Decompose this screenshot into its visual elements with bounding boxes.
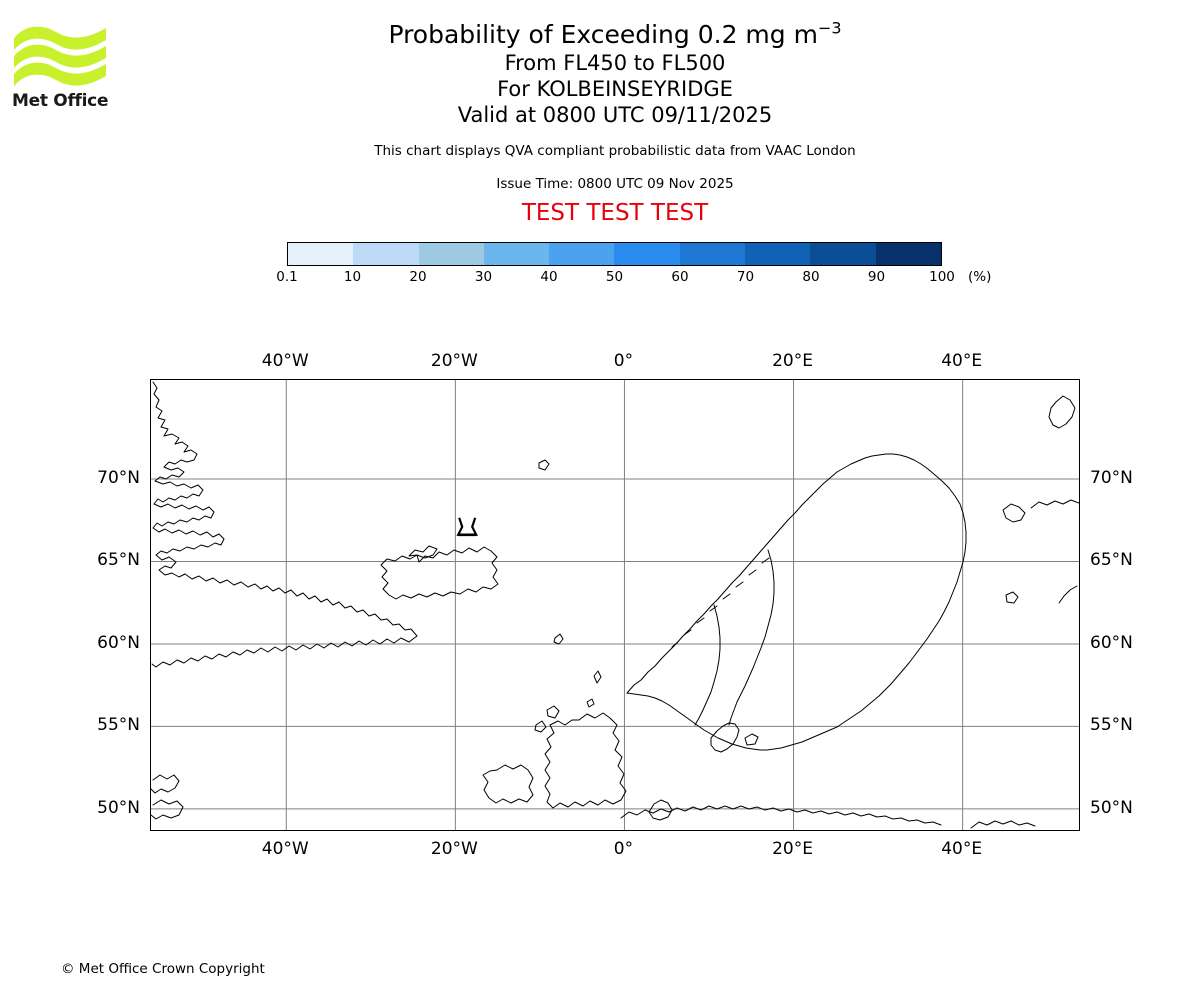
page-title: Probability of Exceeding 0.2 mg m−3 (150, 20, 1080, 50)
labrador-coast (151, 774, 180, 794)
colorbar-tick-80: 80 (802, 269, 820, 285)
norwegian-fjords (671, 557, 770, 648)
compliance-note: This chart displays QVA compliant probab… (374, 143, 856, 159)
lat-label-right-65°N: 65°N (1090, 550, 1133, 571)
colorbar-tick-60: 60 (671, 269, 689, 285)
ireland-coastline (482, 764, 534, 804)
colorbar-band-2 (418, 243, 484, 265)
continental-europe-north-coast (620, 805, 942, 826)
colorbar-tick-100: 100 (929, 269, 955, 285)
greenland-coastline (151, 381, 418, 668)
faroe-islands (553, 633, 564, 645)
colorbar-band-8 (810, 243, 876, 265)
colorbar-band-7 (745, 243, 811, 265)
chart-title-block: Probability of Exceeding 0.2 mg m−3 From… (150, 20, 1080, 227)
norway-sweden-border (694, 604, 721, 726)
valid-time-subtitle: Valid at 0800 UTC 09/11/2025 (457, 103, 773, 127)
copyright-notice: © Met Office Crown Copyright (61, 961, 265, 977)
colorbar-tick-40: 40 (540, 269, 558, 285)
lat-label-right-50°N: 50°N (1090, 797, 1133, 818)
jan-mayen-island (538, 459, 550, 471)
lat-label-right-70°N: 70°N (1090, 467, 1133, 488)
lon-label-top-0°: 0° (613, 351, 634, 371)
test-banner: TEST TEST TEST (521, 200, 709, 226)
inner-hebrides (534, 720, 547, 733)
colorbar-band-6 (679, 243, 746, 265)
zealand-island (744, 733, 759, 746)
lon-label-bottom-20°W: 20°W (430, 839, 478, 859)
white-sea-coast (1058, 585, 1078, 604)
volcano-marker-icon (456, 517, 478, 536)
title-text: Probability of Exceeding 0.2 mg m (388, 20, 818, 49)
map-graticule-and-coastlines (151, 380, 1079, 830)
map-gridlines (151, 380, 1079, 830)
great-britain-coastline (544, 712, 627, 809)
lon-label-top-20°W: 20°W (430, 351, 478, 371)
colorbar-tick-50: 50 (605, 269, 624, 285)
lon-label-bottom-40°W: 40°W (261, 839, 309, 859)
lon-label-bottom-0°: 0° (613, 839, 634, 859)
met-office-logo-mark (14, 26, 106, 86)
lon-label-top-40°W: 40°W (261, 351, 309, 371)
colorbar-tick-20: 20 (409, 269, 427, 285)
lat-label-left-55°N: 55°N (97, 715, 140, 736)
newfoundland-coast (151, 799, 184, 820)
probability-colorbar (287, 242, 942, 266)
title-exponent: −3 (817, 18, 842, 38)
colorbar-band-1 (353, 243, 419, 265)
colorbar-tick-30: 30 (474, 269, 493, 285)
arctic-russia-coast (1030, 499, 1079, 509)
lat-label-left-65°N: 65°N (97, 550, 140, 571)
met-office-logo-text: Met Office (12, 91, 109, 111)
colorbar-tick-90: 90 (867, 269, 886, 285)
met-office-logo: Met Office (12, 22, 112, 114)
flight-level-subtitle: From FL450 to FL500 (504, 51, 726, 75)
colorbar-bands (287, 242, 942, 266)
orkney-islands (586, 698, 595, 708)
lon-label-bottom-20°E: 20°E (772, 839, 813, 859)
colorbar-band-4 (549, 243, 615, 265)
shetland-islands (593, 670, 602, 684)
sweden-finland-border (728, 549, 775, 726)
map-frame (150, 379, 1080, 831)
lon-label-top-20°E: 20°E (772, 351, 813, 371)
kola-peninsula (1002, 503, 1026, 523)
iceland-coastline (380, 546, 499, 600)
colorbar-tick-70: 70 (736, 269, 755, 285)
lat-label-left-50°N: 50°N (97, 797, 140, 818)
outer-hebrides (546, 705, 560, 719)
lat-label-right-55°N: 55°N (1090, 715, 1133, 736)
lon-label-top-40°E: 40°E (941, 351, 983, 371)
novaya-zemlya (1048, 395, 1076, 429)
eastern-europe-coast (970, 820, 1036, 829)
lat-label-left-70°N: 70°N (97, 467, 140, 488)
colorbar-tick-10: 10 (343, 269, 362, 285)
colorbar-band-3 (483, 243, 550, 265)
issue-time: Issue Time: 0800 UTC 09 Nov 2025 (496, 176, 734, 192)
map-panel: 40°W 20°W 0° 20°E 40°E 40°W 20°W 0° 20°E 40°E 70… (97, 351, 1133, 859)
lat-label-left-60°N: 60°N (97, 632, 140, 653)
colorbar-tick-labels: 0.1 10 20 30 40 50 60 70 80 90 100 (276, 268, 955, 288)
colorbar-band-5 (614, 243, 680, 265)
lat-label-right-60°N: 60°N (1090, 632, 1133, 653)
map-coastlines (151, 381, 1079, 829)
colorbar-units-label: (%) (968, 269, 992, 285)
colorbar-tick-0.1: 0.1 (276, 269, 298, 285)
source-name-subtitle: For KOLBEINSEYRIDGE (497, 77, 733, 101)
norway-west-coast (626, 453, 950, 694)
iceland-westfjords (408, 545, 438, 559)
volcano-marker-layer (456, 517, 478, 537)
baltic-southern-coast (626, 692, 838, 751)
denmark-jutland (710, 722, 740, 753)
lon-label-bottom-40°E: 40°E (941, 839, 983, 859)
netherlands-coast (648, 799, 673, 821)
colorbar-band-0 (288, 243, 354, 265)
finland-russia-border (836, 487, 967, 728)
colorbar-band-9 (875, 243, 941, 265)
arctic-island-small (1005, 591, 1019, 604)
